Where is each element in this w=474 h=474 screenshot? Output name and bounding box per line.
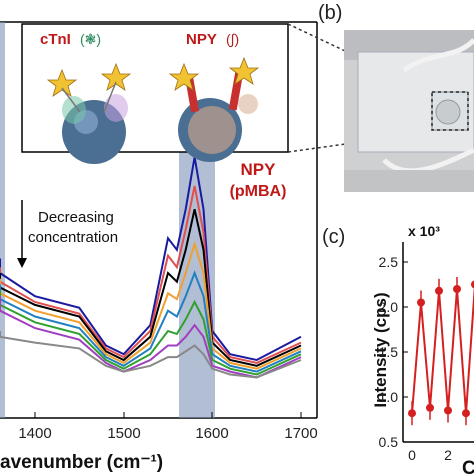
spectrum-line-2 [0,185,302,364]
intensity-point [435,286,443,295]
x-tick-1500: 1500 [107,425,140,442]
c-x-tick-0: 0 [408,447,416,463]
peak-label-line1: NPY [241,160,277,179]
microfluidic-chip-photo [344,30,474,192]
down-arrow-icon [17,200,27,268]
c-y-tick-label: 1.5 [379,344,399,360]
peak-label-line2: (pMBA) [230,183,287,200]
npy-nanoparticle-illustration [168,56,260,162]
spectrum-line-6 [0,290,302,376]
intensity-point [408,409,416,418]
c-y-tick-label: 0.5 [379,434,399,450]
arrow-text-line1: Decreasing [38,209,114,226]
c-x-label-fragment: C [462,458,474,474]
c-x-tick-2: 2 [444,447,452,463]
intensity-point [462,409,470,418]
npy-icon: (∫) [226,31,239,47]
intensity-point [471,280,474,289]
spectrum-line-3 [0,208,302,367]
inset-label-npy: NPY [186,31,217,48]
c-y-tick-label: 2.5 [379,254,399,270]
intensity-point [444,406,452,415]
panel-b-label: (b) [318,2,343,24]
arrow-text-line2: concentration [28,229,118,246]
x-tick-1400: 1400 [18,425,51,442]
intensity-line [411,284,474,414]
spectrum-line-1 [0,156,302,362]
left-edge-band [0,22,5,418]
panel-c-label: (c) [322,226,346,248]
y-axis-label: Intensity (cps) [371,292,390,407]
intensity-point [426,403,434,412]
x-axis-label: avenumber (cm⁻¹) [0,452,163,473]
intensity-point [453,285,461,293]
c-y-tick-label: 2.0 [379,299,399,315]
ctni-nanoparticle-illustration [46,62,132,164]
intensity-point [417,298,425,307]
panel-c-y-ticks: 2.5 2.0 1.5 1.0 0.5 [379,254,408,450]
ctni-icon: (❃) [80,31,101,47]
c-y-tick-label: 1.0 [379,389,399,405]
x-ticks [34,412,302,418]
x-tick-1600: 1600 [195,425,228,442]
spectrum-line-4 [0,240,302,370]
spectrum-line-7 [0,296,302,379]
y-multiplier: x 10³ [408,223,440,239]
inset-label-ctni: cTnI [40,31,71,48]
x-tick-1700: 1700 [284,425,317,442]
spectrum-line-8 [0,331,302,379]
intensity-series [408,277,474,426]
spectra-group [0,156,302,379]
spectrum-line-5 [0,270,302,373]
